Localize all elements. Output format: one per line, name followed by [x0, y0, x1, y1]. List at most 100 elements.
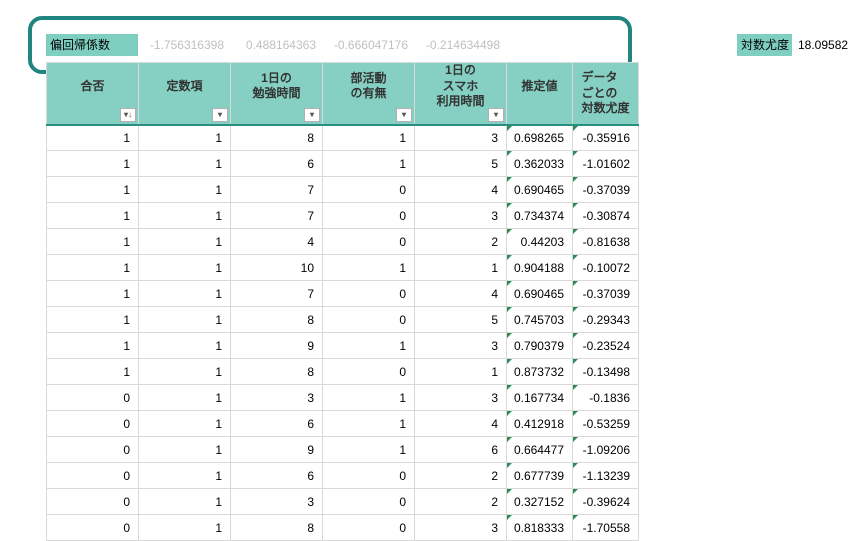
cell-e: 3 — [415, 203, 507, 229]
cell-b: 1 — [139, 411, 231, 437]
cell-d: 1 — [323, 437, 415, 463]
header-club-activity[interactable]: 部活動の有無 ▾ — [323, 63, 415, 125]
header-smartphone-time[interactable]: 1日のスマホ利用時間 ▾ — [415, 63, 507, 125]
cell-f: 0.698265 — [507, 125, 573, 151]
cell-d: 0 — [323, 229, 415, 255]
cell-d: 0 — [323, 177, 415, 203]
filter-icon[interactable]: ▾ — [488, 108, 504, 122]
cell-b: 1 — [139, 359, 231, 385]
cell-f: 0.664477 — [507, 437, 573, 463]
filter-icon[interactable]: ▾ — [304, 108, 320, 122]
cell-b: 1 — [139, 385, 231, 411]
table-row: 019160.664477-1.09206 — [47, 437, 639, 463]
table-row: 016020.677739-1.13239 — [47, 463, 639, 489]
cell-g: -1.70558 — [573, 515, 639, 541]
header-text: 部活動の有無 — [350, 71, 386, 116]
header-text: 合否 — [80, 79, 104, 109]
cell-e: 2 — [415, 229, 507, 255]
cell-g: -0.37039 — [573, 281, 639, 307]
cell-c: 6 — [231, 411, 323, 437]
cell-f: 0.327152 — [507, 489, 573, 515]
cell-d: 1 — [323, 151, 415, 177]
header-text: 1日の勉強時間 — [252, 71, 300, 116]
cell-e: 2 — [415, 489, 507, 515]
cell-g: -1.13239 — [573, 463, 639, 489]
log-likelihood-label: 対数尤度 — [737, 34, 792, 56]
cell-c: 7 — [231, 281, 323, 307]
table-row: 016140.412918-0.53259 — [47, 411, 639, 437]
header-text: データごとの対数尤度 — [581, 70, 629, 117]
cell-b: 1 — [139, 281, 231, 307]
table-row: 018030.818333-1.70558 — [47, 515, 639, 541]
cell-a: 0 — [47, 411, 139, 437]
cell-c: 4 — [231, 229, 323, 255]
cell-a: 1 — [47, 359, 139, 385]
header-pass-fail[interactable]: 合否 ▾↓ — [47, 63, 139, 125]
table-row: 118010.873732-0.13498 — [47, 359, 639, 385]
cell-e: 4 — [415, 177, 507, 203]
cell-g: -0.23524 — [573, 333, 639, 359]
cell-d: 0 — [323, 359, 415, 385]
cell-g: -0.53259 — [573, 411, 639, 437]
cell-c: 8 — [231, 515, 323, 541]
cell-d: 1 — [323, 125, 415, 151]
cell-e: 3 — [415, 333, 507, 359]
coefficient-value-2: -0.666047176 — [322, 34, 414, 56]
cell-g: -0.29343 — [573, 307, 639, 333]
table-row: 118050.745703-0.29343 — [47, 307, 639, 333]
cell-a: 1 — [47, 307, 139, 333]
cell-g: -1.09206 — [573, 437, 639, 463]
cell-d: 1 — [323, 411, 415, 437]
cell-g: -0.39624 — [573, 489, 639, 515]
cell-a: 1 — [47, 281, 139, 307]
cell-f: 0.734374 — [507, 203, 573, 229]
table-row: 1110110.904188-0.10072 — [47, 255, 639, 281]
cell-f: 0.44203 — [507, 229, 573, 255]
header-log-likelihood-per: データごとの対数尤度 — [573, 63, 639, 125]
cell-b: 1 — [139, 489, 231, 515]
cell-c: 8 — [231, 125, 323, 151]
coefficient-value-0: -1.756316398 — [138, 34, 230, 56]
cell-f: 0.690465 — [507, 177, 573, 203]
coefficient-value-1: 0.488164363 — [230, 34, 322, 56]
cell-g: -0.13498 — [573, 359, 639, 385]
cell-c: 6 — [231, 463, 323, 489]
table-row: 117040.690465-0.37039 — [47, 281, 639, 307]
cell-e: 5 — [415, 307, 507, 333]
cell-b: 1 — [139, 437, 231, 463]
table-row: 116150.362033-1.01602 — [47, 151, 639, 177]
cell-c: 6 — [231, 151, 323, 177]
cell-g: -0.81638 — [573, 229, 639, 255]
cell-e: 1 — [415, 255, 507, 281]
coefficient-label: 偏回帰係数 — [46, 34, 138, 56]
cell-a: 1 — [47, 177, 139, 203]
cell-d: 0 — [323, 203, 415, 229]
header-text: 推定値 — [521, 79, 557, 109]
cell-c: 10 — [231, 255, 323, 281]
cell-b: 1 — [139, 229, 231, 255]
header-constant[interactable]: 定数項 ▾ — [139, 63, 231, 125]
cell-a: 0 — [47, 437, 139, 463]
cell-b: 1 — [139, 255, 231, 281]
filter-icon[interactable]: ▾ — [212, 108, 228, 122]
cell-a: 0 — [47, 385, 139, 411]
cell-c: 9 — [231, 437, 323, 463]
cell-e: 4 — [415, 281, 507, 307]
filter-icon[interactable]: ▾ — [396, 108, 412, 122]
cell-e: 5 — [415, 151, 507, 177]
filter-sort-icon[interactable]: ▾↓ — [120, 108, 136, 122]
cell-f: 0.790379 — [507, 333, 573, 359]
cell-a: 1 — [47, 151, 139, 177]
cell-a: 0 — [47, 463, 139, 489]
cell-b: 1 — [139, 151, 231, 177]
log-likelihood-value: 18.09582 — [792, 34, 848, 56]
table-row: 013020.327152-0.39624 — [47, 489, 639, 515]
cell-b: 1 — [139, 333, 231, 359]
cell-a: 0 — [47, 489, 139, 515]
header-study-time[interactable]: 1日の勉強時間 ▾ — [231, 63, 323, 125]
cell-b: 1 — [139, 125, 231, 151]
table-row: 114020.44203-0.81638 — [47, 229, 639, 255]
coefficient-value-3: -0.214634498 — [414, 34, 506, 56]
cell-b: 1 — [139, 463, 231, 489]
cell-d: 0 — [323, 307, 415, 333]
